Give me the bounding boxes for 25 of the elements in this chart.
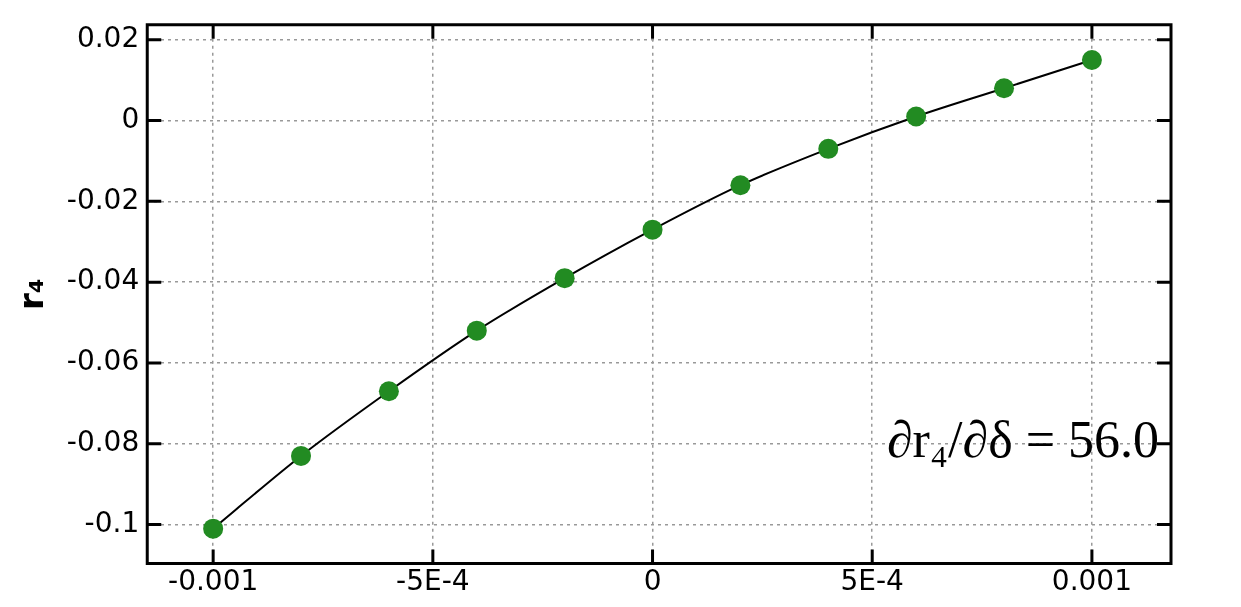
y-tick-label: -0.04 <box>66 263 140 297</box>
y-tick-label: 0.02 <box>76 21 140 55</box>
point <box>291 445 312 466</box>
point <box>730 175 751 196</box>
y-tick-label: -0.06 <box>66 344 140 378</box>
point <box>203 518 224 539</box>
y-tick-label: -0.02 <box>66 182 140 216</box>
point <box>994 78 1015 99</box>
x-tick-label: 5E-4 <box>840 564 904 598</box>
point <box>818 138 839 159</box>
x-tick-label: 0.001 <box>1051 564 1132 598</box>
point <box>642 219 663 240</box>
point <box>1081 49 1102 70</box>
y-axis-title: r₄ <box>11 278 52 310</box>
y-tick-label: 0 <box>121 101 140 135</box>
point <box>466 320 487 341</box>
y-tick-label: -0.1 <box>84 505 140 539</box>
x-tick-label: -5E-4 <box>396 564 470 598</box>
point <box>906 106 927 127</box>
point <box>378 381 399 402</box>
x-tick-label: -0.001 <box>168 564 259 598</box>
point <box>554 268 575 289</box>
x-tick-label: 0 <box>643 564 662 598</box>
y-tick-label: -0.08 <box>66 425 140 459</box>
annotation: ∂r₄/∂δ = 56.0 <box>886 411 1159 469</box>
